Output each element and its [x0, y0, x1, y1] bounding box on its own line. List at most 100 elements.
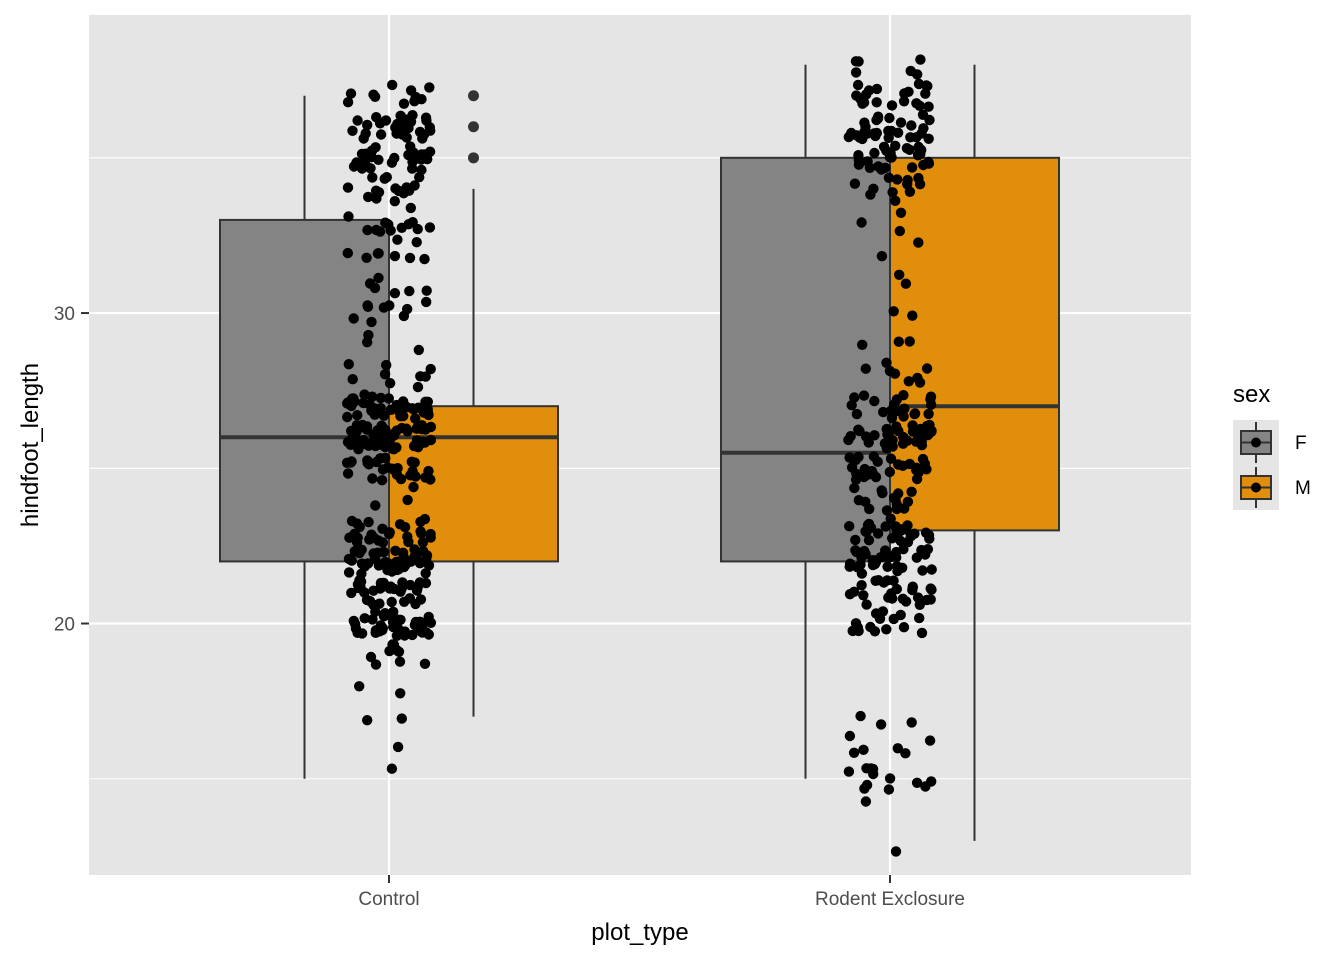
data-point	[365, 163, 376, 174]
data-point	[850, 545, 861, 556]
data-point	[900, 278, 912, 289]
data-point	[421, 285, 432, 296]
data-point	[852, 79, 864, 91]
data-point	[411, 552, 422, 564]
data-point	[423, 629, 434, 640]
data-point	[875, 719, 887, 730]
data-point	[388, 428, 399, 440]
data-point	[345, 88, 357, 99]
data-point	[856, 552, 867, 563]
data-point	[356, 628, 368, 639]
data-point	[909, 408, 920, 420]
data-point	[366, 145, 378, 156]
data-point	[918, 159, 929, 171]
legend-label: M	[1295, 478, 1311, 499]
data-point	[907, 310, 918, 321]
data-point	[858, 590, 869, 601]
data-point	[423, 615, 434, 626]
data-point	[893, 459, 904, 470]
data-point	[872, 528, 884, 539]
data-point	[878, 577, 889, 588]
data-point	[367, 614, 378, 625]
data-point	[856, 217, 867, 228]
data-point	[354, 681, 365, 692]
data-point	[916, 544, 927, 556]
data-point	[414, 577, 426, 588]
data-point	[913, 467, 924, 478]
data-point	[388, 639, 400, 651]
data-point	[860, 363, 871, 374]
data-point	[416, 164, 427, 176]
data-point	[863, 518, 875, 530]
data-point	[342, 398, 353, 409]
data-point	[386, 763, 398, 774]
data-point	[407, 156, 418, 168]
data-point	[352, 115, 363, 126]
data-point	[379, 369, 391, 380]
data-point	[407, 629, 418, 641]
data-point	[855, 94, 866, 105]
data-point	[853, 159, 865, 170]
data-point	[917, 565, 928, 576]
data-point	[352, 410, 363, 421]
data-point	[869, 395, 880, 407]
y-tick-label: 20	[54, 615, 75, 636]
data-point	[371, 456, 382, 468]
data-point	[850, 474, 862, 485]
box	[219, 218, 390, 563]
data-point	[378, 546, 389, 558]
data-point	[921, 363, 933, 374]
data-point	[362, 715, 373, 726]
data-point	[912, 372, 923, 384]
data-point	[398, 98, 410, 109]
x-tick-label: Rodent Exclosure	[815, 889, 965, 910]
data-point	[405, 85, 417, 96]
data-point	[389, 196, 400, 207]
data-point	[911, 552, 922, 563]
data-point	[374, 118, 386, 129]
data-point	[884, 773, 896, 784]
data-point	[367, 473, 378, 484]
data-point	[415, 516, 426, 527]
data-point	[373, 272, 384, 284]
data-point	[844, 561, 855, 572]
data-point	[882, 561, 893, 572]
data-point	[370, 500, 381, 511]
data-point	[876, 485, 887, 496]
data-point	[916, 627, 928, 639]
data-point	[342, 468, 354, 479]
legend-key-point	[1251, 482, 1261, 493]
data-point	[348, 313, 359, 324]
data-point	[421, 296, 432, 308]
data-point	[416, 154, 427, 165]
data-point	[876, 251, 888, 262]
data-point	[372, 438, 383, 450]
data-point	[424, 222, 436, 233]
data-point	[419, 253, 430, 265]
data-point	[416, 420, 428, 431]
data-point	[362, 119, 373, 131]
data-point	[363, 516, 374, 528]
data-point	[913, 172, 924, 184]
data-point	[405, 202, 416, 214]
data-point	[348, 161, 360, 172]
data-point	[904, 458, 915, 470]
data-point	[363, 329, 374, 341]
data-point	[892, 174, 903, 185]
data-point	[913, 237, 924, 248]
data-point	[373, 535, 384, 546]
data-point	[887, 441, 898, 452]
data-point	[365, 651, 377, 663]
data-point	[370, 659, 382, 670]
data-point	[870, 608, 882, 619]
data-point	[383, 393, 394, 404]
data-point	[860, 796, 872, 807]
data-point	[391, 442, 402, 453]
data-point	[349, 528, 360, 539]
data-point	[349, 546, 360, 557]
x-axis-title: plot_type	[591, 919, 688, 946]
legend-title: sex	[1233, 381, 1270, 408]
data-point	[403, 219, 414, 230]
data-point	[898, 96, 910, 107]
data-point	[413, 402, 424, 413]
